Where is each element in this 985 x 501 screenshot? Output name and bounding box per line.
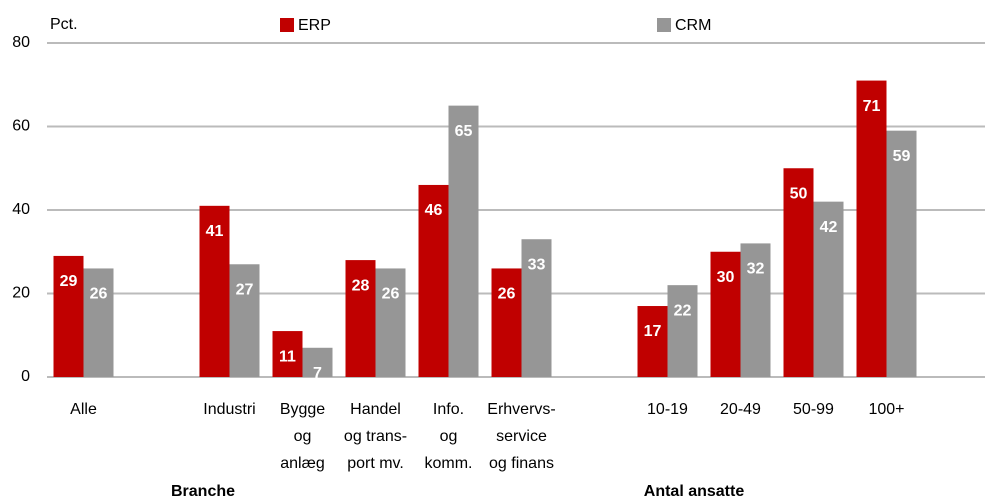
bar: [856, 80, 887, 377]
bar: [521, 239, 552, 377]
x-tick-label: og: [294, 428, 312, 445]
value-label: 65: [455, 123, 473, 140]
y-tick-label: 0: [21, 368, 30, 385]
group-label: Antal ansatte: [644, 483, 745, 500]
x-tick-label: og trans-: [344, 428, 407, 445]
bar: [710, 251, 741, 377]
x-tick-label: og finans: [489, 455, 554, 472]
y-tick-label: 40: [12, 201, 30, 218]
x-tick-label: anlæg: [280, 455, 324, 472]
value-label: 22: [674, 302, 692, 319]
y-tick-label: 60: [12, 118, 30, 135]
bar: [667, 285, 698, 377]
value-label: 42: [820, 219, 838, 236]
value-label: 26: [382, 286, 400, 303]
value-label: 11: [279, 348, 296, 365]
y-tick-label: 20: [12, 285, 30, 302]
value-label: 26: [90, 286, 108, 303]
legend-label: CRM: [675, 17, 711, 34]
value-label: 29: [60, 273, 78, 290]
bar: [886, 130, 917, 377]
bar: [302, 347, 333, 377]
bar: [448, 105, 479, 377]
value-label: 59: [893, 148, 911, 165]
x-tick-label: komm.: [425, 455, 473, 472]
bar: [345, 260, 376, 377]
x-tick-label: 20-49: [720, 401, 761, 418]
x-tick-label: port mv.: [347, 455, 404, 472]
bar: [199, 205, 230, 377]
legend-label: ERP: [298, 17, 331, 34]
value-label: 71: [863, 98, 881, 115]
x-tick-label: 50-99: [793, 401, 834, 418]
bar: [83, 268, 114, 377]
legend-swatch: [280, 18, 294, 32]
value-label: 32: [747, 261, 765, 278]
group-label: Branche: [171, 483, 235, 500]
value-label: 17: [644, 323, 662, 340]
value-label: 46: [425, 202, 443, 219]
bar: [813, 201, 844, 377]
x-tick-label: og: [440, 428, 458, 445]
bar: [375, 268, 406, 377]
value-label: 26: [498, 286, 516, 303]
value-label: 27: [236, 281, 254, 298]
bar: [491, 268, 522, 377]
x-tick-label: 10-19: [647, 401, 688, 418]
bar: [418, 184, 449, 377]
value-label: 28: [352, 277, 370, 294]
x-tick-label: 100+: [868, 401, 904, 418]
bar: [637, 306, 668, 377]
value-label: 7: [313, 365, 322, 382]
legend-swatch: [657, 18, 671, 32]
value-label: 41: [206, 223, 224, 240]
x-tick-label: Erhvervs-: [487, 401, 555, 418]
x-tick-label: service: [496, 428, 547, 445]
bar: [272, 331, 303, 377]
bar: [740, 243, 771, 377]
bar: [229, 264, 260, 377]
x-tick-label: Industri: [203, 401, 255, 418]
value-label: 30: [717, 269, 735, 286]
x-tick-label: Info.: [433, 401, 464, 418]
value-label: 50: [790, 185, 808, 202]
value-label: 33: [528, 256, 546, 273]
bar: [783, 168, 814, 377]
x-tick-label: Bygge: [280, 401, 325, 418]
x-tick-label: Alle: [70, 401, 97, 418]
bar: [53, 255, 84, 377]
y-axis-label: Pct.: [50, 16, 78, 33]
y-tick-label: 80: [12, 34, 30, 51]
x-tick-label: Handel: [350, 401, 401, 418]
